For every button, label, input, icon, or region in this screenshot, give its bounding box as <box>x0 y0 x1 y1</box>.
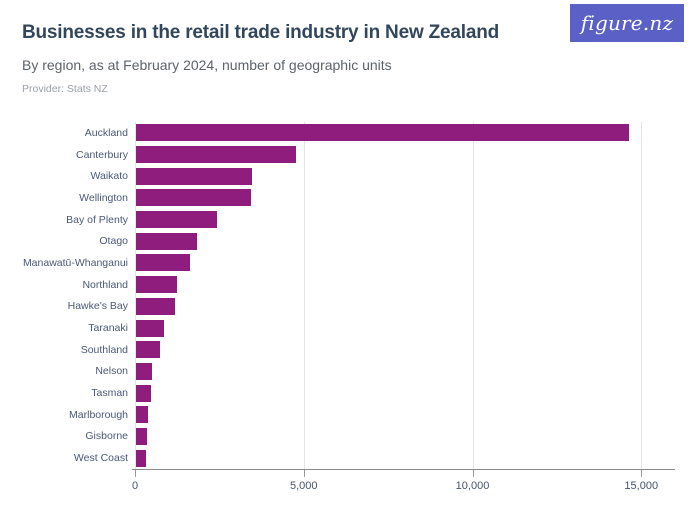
x-axis-tick <box>303 470 305 477</box>
x-axis-tick-label: 15,000 <box>624 480 659 492</box>
x-axis-tick <box>641 470 643 477</box>
y-axis-label: Wellington <box>79 191 128 204</box>
bar-nelson <box>136 362 153 380</box>
bar-gisborne <box>136 427 147 445</box>
figure-nz-logo-text: figure.nz <box>580 11 674 35</box>
y-axis-label: Nelson <box>95 365 128 378</box>
y-axis-label: Hawke's Bay <box>67 300 128 313</box>
bar-marlborough <box>136 406 148 424</box>
bar-bay-of-plenty <box>136 211 217 229</box>
y-axis-label: Tasman <box>91 387 128 400</box>
gridline-10000 <box>472 122 474 469</box>
bar-hawke-s-bay <box>136 297 175 315</box>
x-axis-tick <box>135 470 136 477</box>
y-axis-label: West Coast <box>73 452 128 465</box>
y-axis-label: Marlborough <box>69 408 128 421</box>
x-axis-tick <box>472 470 474 477</box>
bar-manawat-whanganui <box>136 254 190 272</box>
bar-tasman <box>136 384 152 402</box>
y-axis-label: Southland <box>80 343 128 356</box>
y-axis-label: Otago <box>99 235 128 248</box>
bar-wellington <box>136 189 251 207</box>
bar-canterbury <box>136 146 297 164</box>
y-axis-labels: Auckland Canterbury Waikato Wellington Bay o… <box>0 122 128 469</box>
bar-southland <box>136 341 160 359</box>
gridline-5000 <box>303 122 305 469</box>
bar-auckland <box>136 124 629 142</box>
bar-west-coast <box>136 449 146 467</box>
x-axis-line <box>132 469 675 470</box>
y-axis-label: Manawatū-Whanganui <box>22 256 128 269</box>
bar-chart: Auckland Canterbury Waikato Wellington Bay o… <box>0 122 700 512</box>
y-axis-label: Canterbury <box>76 148 128 161</box>
y-axis-label: Bay of Plenty <box>66 213 128 226</box>
figure-nz-logo[interactable]: figure.nz <box>570 4 684 42</box>
bar-otago <box>136 232 197 250</box>
x-axis-tick-label: 5,000 <box>289 480 318 492</box>
x-axis-tick-label: 0 <box>131 480 139 492</box>
x-axis-tick-label: 10,000 <box>455 480 490 492</box>
plot-area <box>135 122 675 469</box>
bar-taranaki <box>136 319 165 337</box>
y-axis-label: Auckland <box>84 126 128 139</box>
y-axis-label: Gisborne <box>85 430 128 443</box>
bar-waikato <box>136 167 253 185</box>
gridline-15000 <box>641 122 643 469</box>
y-axis-label: Northland <box>82 278 128 291</box>
page-title: Businesses in the retail trade industry … <box>22 22 500 43</box>
gridline-0 <box>135 122 136 469</box>
y-axis-label: Waikato <box>90 170 128 183</box>
y-axis-label: Taranaki <box>88 322 128 335</box>
provider-credit: Provider: Stats NZ <box>22 83 108 95</box>
chart-subtitle: By region, as at February 2024, number o… <box>22 57 392 73</box>
bar-northland <box>136 276 177 294</box>
